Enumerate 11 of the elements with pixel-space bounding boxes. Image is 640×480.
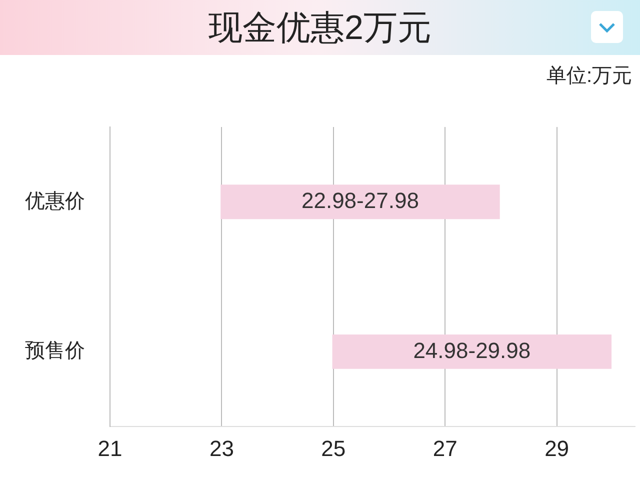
y-tick-label: 优惠价	[25, 190, 85, 212]
y-tick-label: 预售价	[25, 340, 85, 362]
x-tick-label: 23	[209, 436, 234, 461]
data-label: 22.98-27.98	[301, 188, 419, 213]
data-label: 24.98-29.98	[413, 338, 531, 363]
x-tick-label: 29	[544, 436, 570, 461]
x-tick-label: 25	[321, 436, 346, 461]
text: 单位:万元	[546, 64, 632, 89]
x-tick-label: 27	[432, 436, 458, 461]
x-tick-label: 21	[98, 436, 122, 461]
chart-title: 现金优惠2万元	[208, 8, 432, 48]
